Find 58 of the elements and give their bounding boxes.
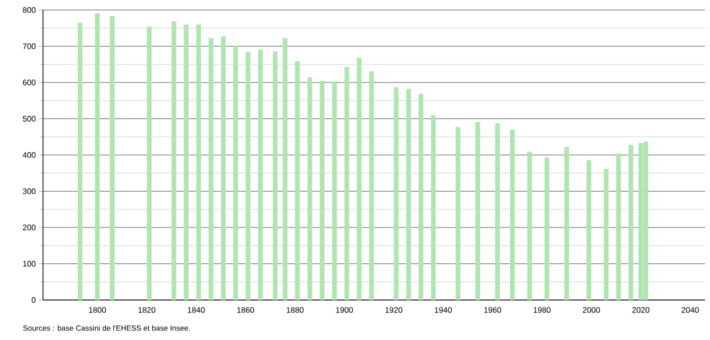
x-tick-label: 1980 bbox=[534, 307, 551, 313]
x-tick-label: 2000 bbox=[582, 307, 600, 313]
y-tick-label: 600 bbox=[22, 80, 36, 86]
y-tick-label: 800 bbox=[22, 7, 36, 13]
bar bbox=[208, 38, 214, 300]
bar bbox=[184, 24, 189, 300]
bar bbox=[544, 158, 550, 300]
bar bbox=[282, 38, 288, 300]
bar bbox=[246, 52, 250, 300]
bar bbox=[616, 154, 621, 300]
x-tick-label: 1920 bbox=[385, 307, 402, 313]
bar bbox=[307, 77, 312, 300]
bar bbox=[628, 144, 634, 300]
x-tick-label: 1940 bbox=[434, 307, 452, 313]
bar bbox=[95, 13, 100, 300]
bar bbox=[430, 115, 436, 300]
bar bbox=[369, 71, 374, 300]
y-tick-label: 200 bbox=[22, 224, 36, 230]
y-tick-label: 700 bbox=[22, 43, 36, 50]
y-tick-label: 300 bbox=[22, 188, 36, 194]
bar bbox=[344, 66, 350, 300]
bar bbox=[295, 61, 300, 300]
x-tick-label: 1840 bbox=[188, 307, 205, 313]
y-tick-label: 0 bbox=[32, 297, 36, 303]
bar bbox=[495, 123, 500, 300]
y-tick-label: 400 bbox=[22, 152, 36, 158]
bar bbox=[220, 36, 226, 300]
x-tick-label: 1860 bbox=[237, 307, 254, 313]
bar bbox=[394, 87, 399, 300]
bar bbox=[78, 22, 82, 300]
bar bbox=[272, 51, 278, 300]
bar bbox=[172, 21, 176, 300]
bar bbox=[320, 81, 324, 300]
bar bbox=[564, 147, 570, 300]
x-tick-label: 1800 bbox=[89, 307, 106, 313]
x-tick-label: 1900 bbox=[336, 307, 353, 313]
bar bbox=[146, 26, 152, 300]
bar bbox=[418, 94, 424, 300]
y-tick-label: 100 bbox=[23, 260, 36, 267]
bar bbox=[510, 130, 515, 300]
bar bbox=[475, 122, 480, 300]
x-tick-label: 1820 bbox=[138, 307, 156, 313]
bar bbox=[110, 16, 115, 300]
bar bbox=[258, 50, 263, 300]
x-tick-label: 2040 bbox=[682, 307, 699, 313]
y-tick-label: 500 bbox=[22, 116, 36, 122]
bar bbox=[527, 152, 532, 300]
x-tick-label: 1880 bbox=[286, 307, 304, 313]
bar bbox=[456, 127, 460, 300]
bar bbox=[604, 169, 609, 300]
bar bbox=[196, 24, 201, 300]
bar bbox=[356, 58, 362, 300]
bar bbox=[406, 89, 411, 300]
bar bbox=[332, 81, 337, 300]
bar bbox=[233, 46, 238, 300]
bar bbox=[586, 160, 592, 300]
x-tick-label: 1960 bbox=[484, 307, 502, 313]
x-tick-label: 2020 bbox=[632, 307, 650, 313]
